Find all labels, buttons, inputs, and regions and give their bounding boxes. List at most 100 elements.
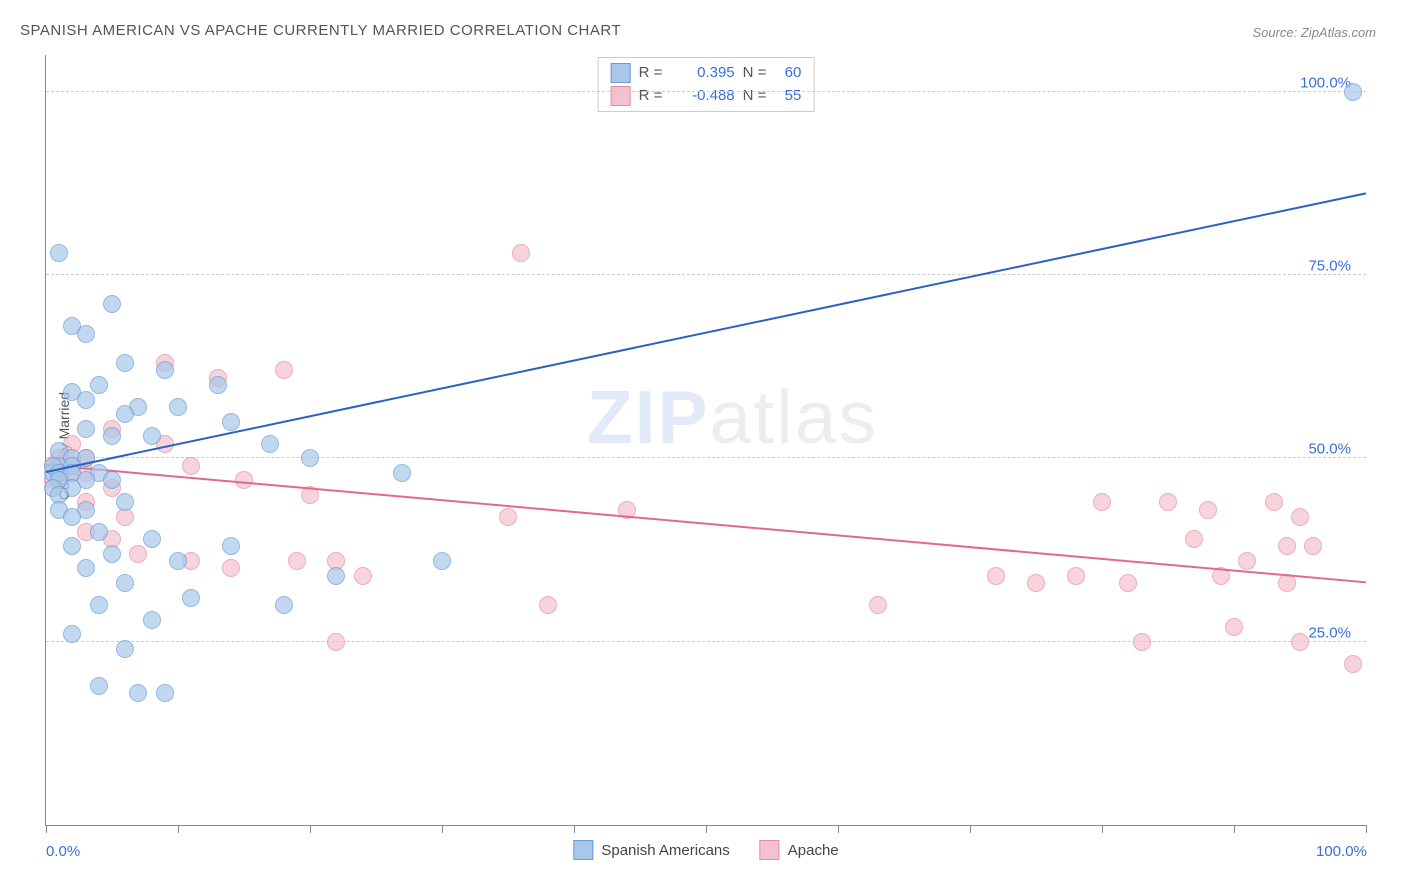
data-point	[116, 405, 134, 423]
data-point	[169, 398, 187, 416]
data-point	[869, 596, 887, 614]
r-label: R =	[639, 62, 667, 85]
watermark: ZIPatlas	[587, 374, 878, 460]
series-legend: Spanish Americans Apache	[573, 840, 838, 860]
x-tick	[46, 825, 47, 833]
data-point	[143, 611, 161, 629]
x-tick	[838, 825, 839, 833]
data-point	[987, 567, 1005, 585]
data-point	[90, 376, 108, 394]
data-point	[1225, 618, 1243, 636]
data-point	[288, 552, 306, 570]
x-tick	[442, 825, 443, 833]
legend-swatch-b	[611, 86, 631, 106]
watermark-atlas: atlas	[710, 375, 878, 459]
data-point	[1067, 567, 1085, 585]
gridline	[46, 91, 1366, 92]
data-point	[512, 244, 530, 262]
data-point	[90, 523, 108, 541]
data-point	[116, 640, 134, 658]
data-point	[77, 391, 95, 409]
correlation-legend: R = 0.395 N = 60 R = -0.488 N = 55	[598, 57, 815, 112]
r-value-b: -0.488	[675, 85, 735, 108]
data-point	[222, 413, 240, 431]
data-point	[182, 457, 200, 475]
y-tick-label: 25.0%	[1308, 624, 1351, 641]
x-tick-label: 100.0%	[1316, 843, 1367, 860]
legend-swatch-a-icon	[573, 840, 593, 860]
n-value-a: 60	[785, 62, 802, 85]
data-point	[222, 559, 240, 577]
data-point	[209, 376, 227, 394]
legend-label-b: Apache	[788, 842, 839, 859]
data-point	[1159, 493, 1177, 511]
data-point	[327, 633, 345, 651]
y-tick-label: 75.0%	[1308, 258, 1351, 275]
x-tick-label: 0.0%	[46, 843, 80, 860]
data-point	[327, 567, 345, 585]
data-point	[143, 427, 161, 445]
data-point	[1119, 574, 1137, 592]
data-point	[129, 545, 147, 563]
legend-label-a: Spanish Americans	[601, 842, 729, 859]
scatter-chart: ZIPatlas R = 0.395 N = 60 R = -0.488 N =…	[45, 55, 1366, 826]
data-point	[90, 596, 108, 614]
gridline	[46, 457, 1366, 458]
data-point	[63, 508, 81, 526]
data-point	[116, 574, 134, 592]
legend-row-b: R = -0.488 N = 55	[611, 85, 802, 108]
data-point	[169, 552, 187, 570]
legend-row-a: R = 0.395 N = 60	[611, 62, 802, 85]
x-tick	[178, 825, 179, 833]
data-point	[393, 464, 411, 482]
data-point	[354, 567, 372, 585]
data-point	[1027, 574, 1045, 592]
gridline	[46, 641, 1366, 642]
data-point	[103, 427, 121, 445]
data-point	[1265, 493, 1283, 511]
data-point	[50, 244, 68, 262]
data-point	[182, 589, 200, 607]
data-point	[499, 508, 517, 526]
data-point	[1344, 83, 1362, 101]
data-point	[156, 361, 174, 379]
data-point	[103, 471, 121, 489]
x-tick	[970, 825, 971, 833]
data-point	[103, 545, 121, 563]
y-tick-label: 50.0%	[1308, 441, 1351, 458]
data-point	[77, 325, 95, 343]
legend-swatch-a	[611, 63, 631, 83]
data-point	[222, 537, 240, 555]
x-tick	[1102, 825, 1103, 833]
data-point	[116, 354, 134, 372]
trend-line	[46, 464, 1366, 583]
x-tick	[574, 825, 575, 833]
r-value-a: 0.395	[675, 62, 735, 85]
watermark-zip: ZIP	[587, 375, 710, 459]
data-point	[301, 449, 319, 467]
data-point	[90, 677, 108, 695]
data-point	[275, 596, 293, 614]
data-point	[156, 684, 174, 702]
x-tick	[310, 825, 311, 833]
data-point	[143, 530, 161, 548]
legend-item-b: Apache	[760, 840, 839, 860]
data-point	[433, 552, 451, 570]
data-point	[129, 684, 147, 702]
data-point	[261, 435, 279, 453]
n-label: N =	[743, 85, 771, 108]
n-value-b: 55	[785, 85, 802, 108]
data-point	[1133, 633, 1151, 651]
gridline	[46, 274, 1366, 275]
data-point	[77, 420, 95, 438]
data-point	[1278, 537, 1296, 555]
data-point	[1238, 552, 1256, 570]
data-point	[63, 537, 81, 555]
data-point	[77, 559, 95, 577]
data-point	[539, 596, 557, 614]
data-point	[1185, 530, 1203, 548]
legend-item-a: Spanish Americans	[573, 840, 729, 860]
r-label: R =	[639, 85, 667, 108]
data-point	[275, 361, 293, 379]
trend-line	[46, 192, 1366, 473]
